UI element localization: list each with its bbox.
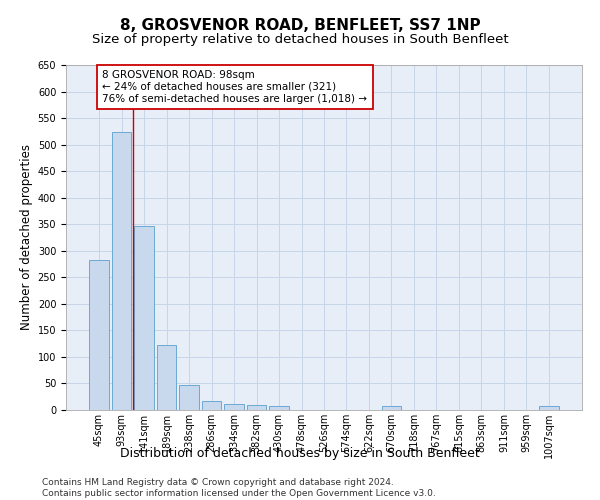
Bar xyxy=(112,132,131,410)
Bar xyxy=(134,226,154,410)
Bar xyxy=(224,404,244,410)
Text: 8, GROSVENOR ROAD, BENFLEET, SS7 1NP: 8, GROSVENOR ROAD, BENFLEET, SS7 1NP xyxy=(119,18,481,32)
Bar xyxy=(269,406,289,410)
Text: Distribution of detached houses by size in South Benfleet: Distribution of detached houses by size … xyxy=(120,448,480,460)
Bar xyxy=(179,384,199,410)
Bar xyxy=(157,345,176,410)
Text: Size of property relative to detached houses in South Benfleet: Size of property relative to detached ho… xyxy=(92,32,508,46)
Bar xyxy=(89,260,109,410)
Bar xyxy=(202,401,221,410)
Y-axis label: Number of detached properties: Number of detached properties xyxy=(20,144,34,330)
Bar xyxy=(382,406,401,410)
Bar xyxy=(539,406,559,410)
Text: 8 GROSVENOR ROAD: 98sqm
← 24% of detached houses are smaller (321)
76% of semi-d: 8 GROSVENOR ROAD: 98sqm ← 24% of detache… xyxy=(103,70,367,104)
Bar xyxy=(247,404,266,410)
Text: Contains HM Land Registry data © Crown copyright and database right 2024.
Contai: Contains HM Land Registry data © Crown c… xyxy=(42,478,436,498)
